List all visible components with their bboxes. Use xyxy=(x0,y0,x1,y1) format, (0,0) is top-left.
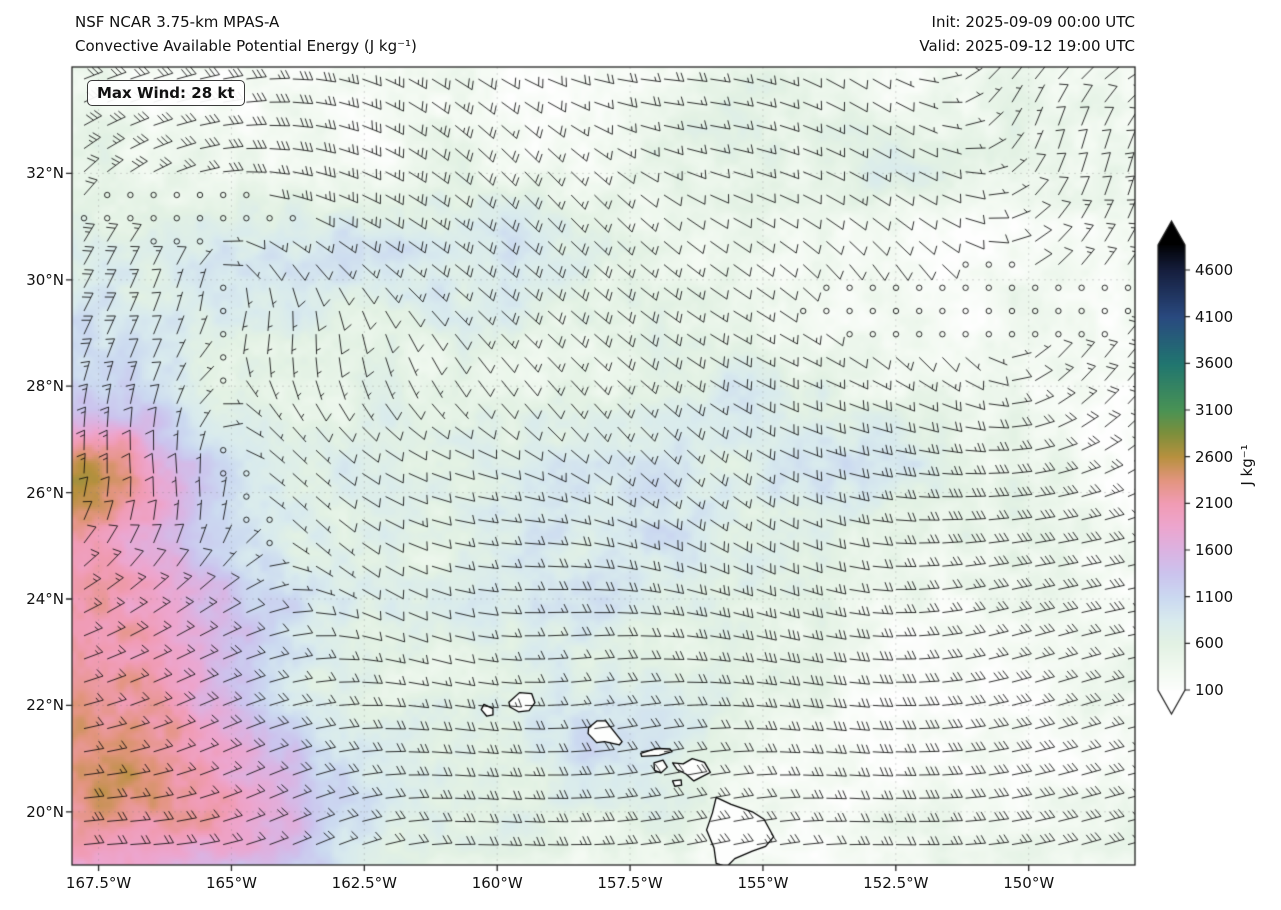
max-wind-badge: Max Wind: 28 kt xyxy=(87,80,245,106)
colorbar-tick-label: 600 xyxy=(1195,634,1224,653)
colorbar-tick-label: 4600 xyxy=(1195,261,1234,279)
x-tick-label: 152.5°W xyxy=(863,874,929,892)
colorbar-tick-label: 4100 xyxy=(1195,307,1234,326)
x-tick-label: 167.5°W xyxy=(65,874,132,892)
colorbar-tick-label: 1600 xyxy=(1195,541,1234,559)
colorbar-tick-label: 3600 xyxy=(1195,354,1234,373)
variable-title: Convective Available Potential Energy (J… xyxy=(75,37,417,55)
x-tick-label: 162.5°W xyxy=(331,874,397,892)
y-tick-label: 30°N xyxy=(26,270,64,289)
x-tick-label: 157.5°W xyxy=(597,874,663,892)
y-tick-label: 20°N xyxy=(26,802,64,821)
x-tick-label: 150°W xyxy=(1003,874,1055,892)
model-title: NSF NCAR 3.75-km MPAS-A xyxy=(75,13,280,31)
colorbar-tick-label: 3100 xyxy=(1195,401,1234,419)
y-tick-label: 24°N xyxy=(26,590,64,608)
y-tick-label: 28°N xyxy=(26,377,64,396)
colorbar-tick-label: 1100 xyxy=(1195,587,1234,606)
colorbar-tick-label: 100 xyxy=(1195,681,1224,699)
valid-time: Valid: 2025-09-12 19:00 UTC xyxy=(919,37,1135,55)
y-tick-label: 26°N xyxy=(26,483,64,502)
x-tick-label: 155°W xyxy=(737,874,789,892)
x-tick-label: 160°W xyxy=(471,874,523,892)
y-tick-label: 22°N xyxy=(26,696,64,715)
y-tick-label: 32°N xyxy=(26,164,64,183)
init-time: Init: 2025-09-09 00:00 UTC xyxy=(931,13,1135,31)
colorbar-unit-label: J kg⁻¹ xyxy=(1238,444,1256,486)
x-tick-label: 165°W xyxy=(205,874,257,892)
colorbar-tick-label: 2100 xyxy=(1195,494,1234,513)
colorbar-tick-label: 2600 xyxy=(1195,447,1234,466)
